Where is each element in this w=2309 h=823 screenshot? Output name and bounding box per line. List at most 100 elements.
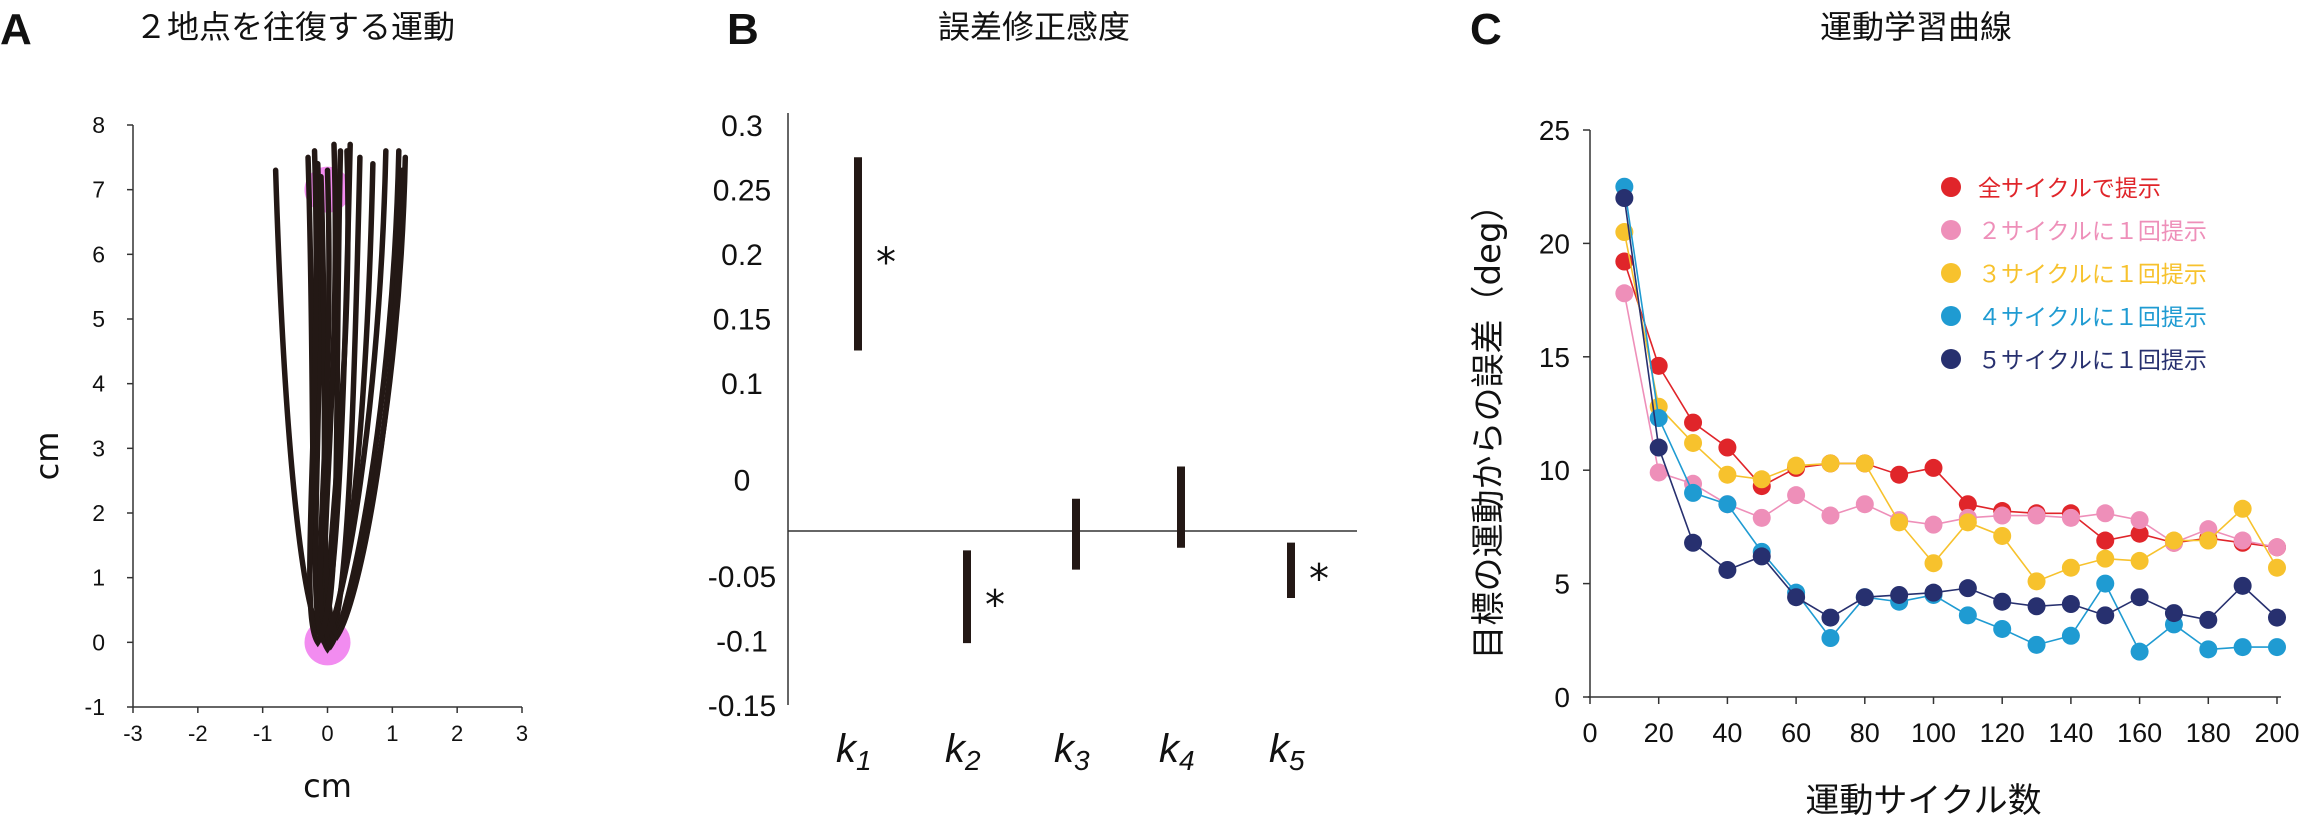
- category-label: k5: [1269, 727, 1305, 776]
- category-label-base: k: [1159, 727, 1181, 771]
- data-point: [1958, 606, 1977, 625]
- panel-c-title: 運動学習曲線: [1820, 8, 2012, 46]
- y-tick-label: 7: [92, 177, 105, 203]
- legend-label: ５サイクルに１回提示: [1978, 348, 2207, 374]
- y-tick-label: -1: [85, 694, 105, 720]
- category-label-subscript: 2: [964, 745, 981, 776]
- panel-b-letter: B: [727, 5, 759, 54]
- trajectory-path: [317, 161, 376, 638]
- y-tick-label: -0.1: [716, 626, 768, 659]
- y-tick-label: 6: [92, 241, 105, 267]
- y-tick-label: 0.15: [713, 303, 771, 336]
- data-point: [2061, 595, 2080, 614]
- legend-marker: [1941, 306, 1961, 326]
- panel-a-letter: A: [0, 5, 32, 54]
- legend-label: ３サイクルに１回提示: [1978, 262, 2207, 288]
- y-tick-label: 5: [92, 306, 105, 332]
- data-point: [2096, 606, 2115, 625]
- trajectory-path: [307, 141, 353, 648]
- x-tick-label: -1: [253, 721, 273, 746]
- data-point: [2027, 506, 2046, 525]
- data-point: [1684, 533, 1703, 552]
- data-point: [2268, 638, 2286, 657]
- x-tick-label: 0: [1582, 718, 1597, 748]
- data-point: [1752, 508, 1771, 527]
- data-point: [2130, 511, 2149, 530]
- data-point: [2130, 642, 2149, 661]
- x-tick-label: 140: [2048, 718, 2093, 748]
- data-point: [2027, 572, 2046, 591]
- x-axis-label: 運動サイクル数: [1805, 781, 2041, 821]
- significance-marker: *: [985, 583, 1005, 629]
- category-label: k2: [945, 727, 981, 776]
- x-tick-label: 1: [386, 721, 398, 746]
- category-label-base: k: [1269, 727, 1291, 771]
- category-label-subscript: 5: [1289, 745, 1305, 776]
- x-tick-label: 200: [2254, 718, 2299, 748]
- data-point: [1924, 515, 1943, 534]
- category-label-subscript: 3: [1074, 745, 1090, 776]
- y-tick-label: -0.15: [708, 690, 776, 723]
- data-point: [1684, 433, 1703, 452]
- x-tick-label: 0: [321, 721, 333, 746]
- data-point: [1821, 454, 1840, 473]
- series-line: [1623, 186, 2277, 653]
- y-tick-label: 0: [1554, 682, 1570, 713]
- data-point: [1718, 465, 1737, 484]
- x-tick-label: 3: [516, 721, 528, 746]
- data-point: [2164, 604, 2183, 623]
- y-tick-label: 25: [1539, 115, 1570, 146]
- data-point: [1993, 526, 2012, 545]
- data-point: [2130, 588, 2149, 607]
- category-label-subscript: 4: [1179, 745, 1195, 776]
- data-point: [2096, 531, 2115, 550]
- data-point: [2096, 549, 2115, 568]
- data-point: [1958, 495, 1977, 514]
- data-point: [2233, 499, 2252, 518]
- trajectory-chart: -3 -2 -1 0 1 2 3 -1 0 1 2 3 4 5 6 7 8 cm cm: [28, 112, 528, 805]
- data-point: [2233, 531, 2252, 550]
- data-point: [1821, 629, 1840, 648]
- panel-b-title: 誤差修正感度: [938, 8, 1130, 46]
- x-tick-label: 40: [1712, 718, 1742, 748]
- data-point: [2199, 640, 2218, 659]
- y-tick-label: 1: [92, 565, 105, 591]
- data-point: [2233, 638, 2252, 657]
- y-tick-label: 8: [92, 112, 105, 138]
- data-point: [1958, 513, 1977, 532]
- data-point: [2096, 504, 2115, 523]
- legend-marker: [1941, 349, 1961, 369]
- learning-curve-chart: 0 20 40 60 80 100 120 140 160 180 200 0 5 10 15 20 25 運動サ…: [1469, 115, 2300, 821]
- data-point: [2268, 558, 2286, 577]
- significance-marker: *: [1309, 556, 1329, 602]
- data-point: [1684, 413, 1703, 432]
- category-label-base: k: [1054, 727, 1076, 771]
- data-point: [1993, 619, 2012, 638]
- x-tick-label: -2: [188, 721, 208, 746]
- category-label: k3: [1054, 727, 1090, 776]
- data-point: [1924, 583, 1943, 602]
- data-point: [1993, 592, 2012, 611]
- y-tick-label: 2: [92, 500, 105, 526]
- category-label: k4: [1159, 727, 1195, 776]
- x-tick-label: 80: [1850, 718, 1880, 748]
- y-tick-label: 10: [1539, 455, 1570, 486]
- data-point: [1649, 356, 1668, 375]
- data-point: [1855, 495, 1874, 514]
- data-point: [2061, 626, 2080, 645]
- category-label: k1: [836, 727, 872, 776]
- data-point: [2268, 608, 2286, 627]
- data-point: [1615, 284, 1634, 303]
- data-point: [1649, 463, 1668, 482]
- legend-marker: [1941, 263, 1961, 283]
- legend-marker: [1941, 177, 1961, 197]
- data-point: [1718, 495, 1737, 514]
- data-point: [2061, 508, 2080, 527]
- x-tick-label: 2: [451, 721, 463, 746]
- data-point: [1821, 608, 1840, 627]
- y-axis-label: cm: [28, 432, 66, 481]
- x-tick-label: 160: [2117, 718, 2162, 748]
- data-point: [1684, 483, 1703, 502]
- data-point: [2027, 635, 2046, 654]
